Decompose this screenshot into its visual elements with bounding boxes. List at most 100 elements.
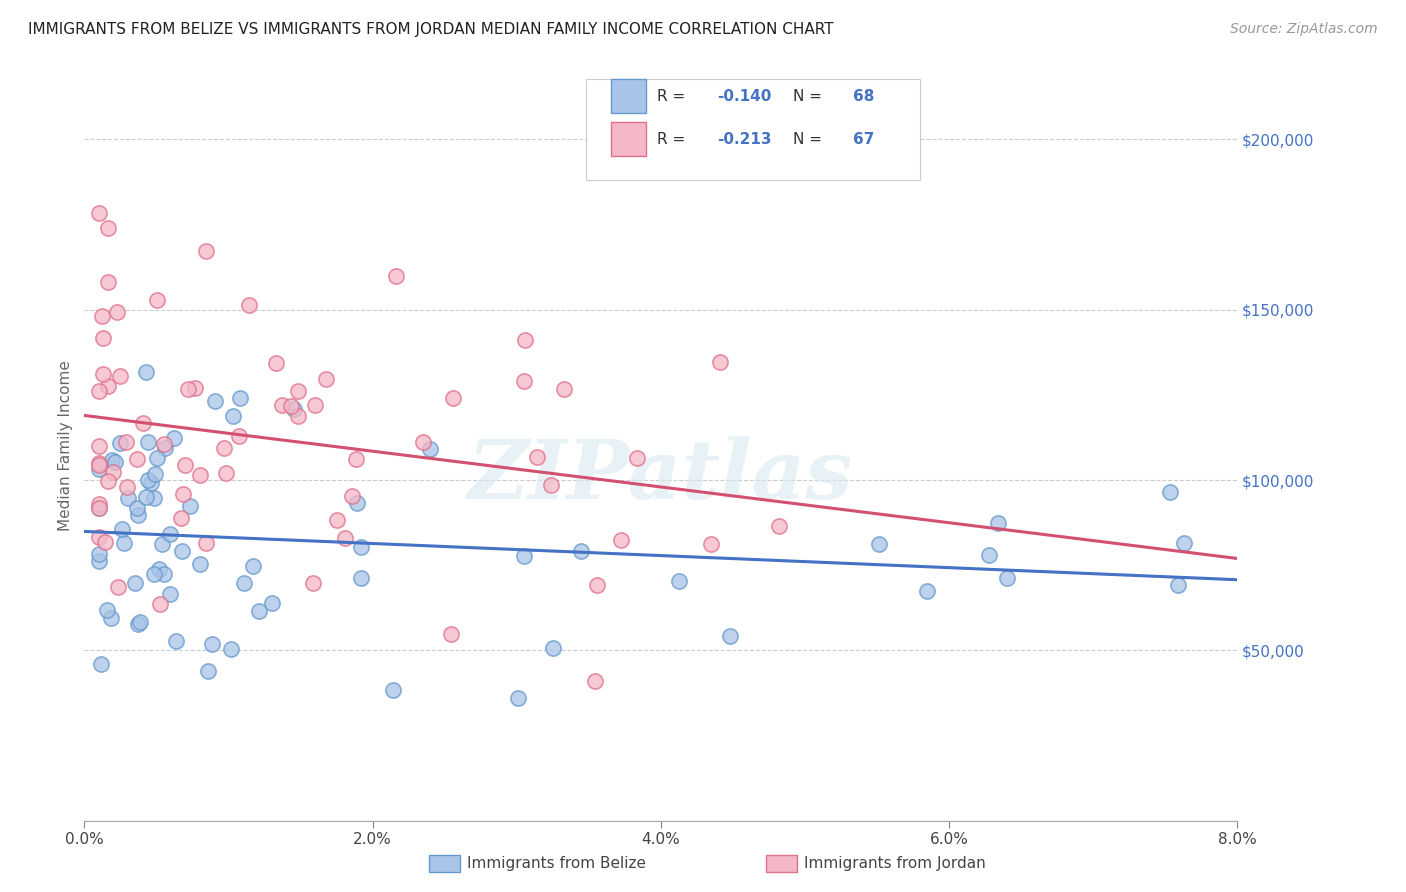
- Point: [125, 500, 148, 515]
- Point: [247, 604, 270, 618]
- Point: [103, 455, 125, 469]
- Point: [219, 641, 242, 656]
- Point: [441, 391, 464, 405]
- Point: [128, 615, 150, 630]
- Point: [271, 398, 294, 412]
- Point: [987, 516, 1010, 530]
- Point: [699, 537, 721, 551]
- Point: [868, 537, 890, 551]
- Point: [91, 368, 114, 382]
- Point: [212, 441, 235, 455]
- Point: [87, 501, 110, 516]
- FancyBboxPatch shape: [586, 78, 921, 180]
- Point: [709, 355, 731, 369]
- Point: [142, 566, 165, 581]
- Point: [264, 356, 287, 370]
- Point: [204, 394, 226, 409]
- Text: ZIPatlas: ZIPatlas: [468, 436, 853, 516]
- Point: [543, 640, 565, 655]
- Text: 67: 67: [853, 132, 875, 147]
- Point: [87, 439, 110, 453]
- Point: [87, 384, 110, 398]
- Point: [142, 491, 165, 505]
- Text: R =: R =: [658, 88, 690, 103]
- Text: Immigrants from Belize: Immigrants from Belize: [467, 856, 645, 871]
- Point: [143, 467, 166, 482]
- Point: [87, 547, 110, 561]
- Point: [242, 558, 264, 573]
- Point: [977, 548, 1000, 562]
- Point: [346, 496, 368, 510]
- Point: [195, 536, 218, 550]
- Point: [315, 372, 337, 386]
- Point: [283, 401, 305, 416]
- Point: [110, 436, 132, 450]
- Point: [87, 501, 110, 516]
- Point: [194, 244, 217, 258]
- Text: N =: N =: [793, 132, 827, 147]
- Point: [131, 416, 153, 430]
- Point: [135, 490, 157, 504]
- Point: [127, 617, 149, 632]
- Point: [159, 587, 181, 601]
- Point: [915, 583, 938, 598]
- Point: [139, 476, 162, 491]
- Point: [177, 382, 200, 396]
- Point: [112, 535, 135, 549]
- Point: [145, 293, 167, 308]
- Point: [583, 673, 606, 688]
- Point: [325, 513, 347, 527]
- Point: [197, 665, 219, 679]
- Point: [127, 508, 149, 522]
- Point: [87, 458, 110, 472]
- Point: [190, 558, 212, 572]
- Point: [229, 391, 252, 405]
- Point: [340, 489, 363, 503]
- Point: [96, 603, 118, 617]
- Point: [153, 567, 176, 582]
- Point: [188, 467, 211, 482]
- Point: [515, 334, 537, 348]
- Point: [287, 384, 309, 399]
- Text: N =: N =: [793, 88, 827, 103]
- Point: [153, 441, 176, 455]
- Point: [302, 575, 325, 590]
- Point: [138, 473, 160, 487]
- Point: [384, 268, 406, 283]
- Point: [553, 382, 575, 396]
- Point: [87, 497, 110, 511]
- Point: [101, 465, 124, 479]
- Point: [135, 365, 157, 379]
- Point: [344, 452, 367, 467]
- Point: [125, 451, 148, 466]
- Point: [540, 478, 562, 492]
- Point: [110, 369, 132, 384]
- Point: [97, 379, 120, 393]
- Point: [110, 522, 132, 536]
- Point: [997, 571, 1019, 585]
- Point: [768, 519, 790, 533]
- Point: [87, 462, 110, 476]
- Point: [526, 450, 548, 464]
- Point: [153, 437, 176, 451]
- Point: [350, 540, 373, 554]
- Point: [668, 574, 690, 588]
- Point: [609, 533, 631, 547]
- Point: [350, 571, 373, 585]
- Point: [87, 457, 110, 471]
- Point: [512, 374, 534, 388]
- Point: [91, 309, 114, 323]
- Point: [215, 467, 238, 481]
- Point: [626, 450, 648, 465]
- Point: [107, 580, 129, 594]
- Text: R =: R =: [658, 132, 690, 147]
- Point: [335, 531, 357, 545]
- Point: [419, 442, 441, 457]
- Point: [165, 634, 187, 648]
- Point: [513, 549, 536, 563]
- Point: [221, 409, 243, 423]
- Point: [117, 480, 139, 494]
- Point: [87, 554, 110, 568]
- Point: [506, 691, 529, 706]
- Point: [97, 220, 120, 235]
